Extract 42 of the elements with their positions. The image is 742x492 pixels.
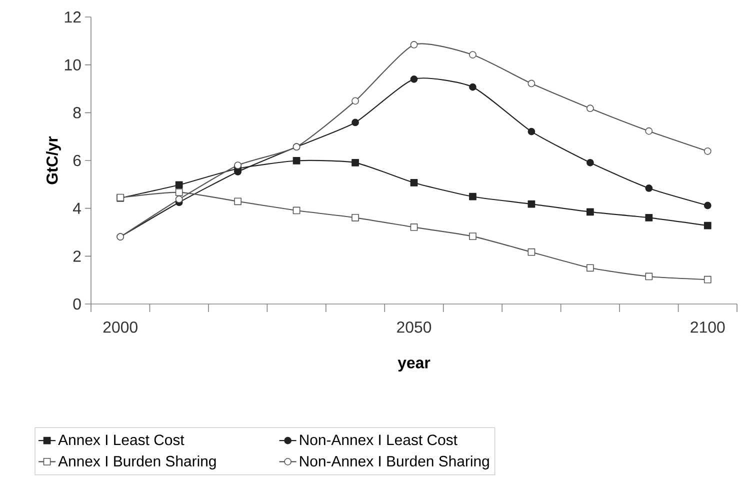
x-tick-label: 2000 xyxy=(103,322,138,333)
point xyxy=(469,192,476,200)
point xyxy=(175,181,183,189)
legend-label: Non-Annex I Burden Sharing xyxy=(300,456,489,470)
point xyxy=(528,200,536,208)
y-tick-label: 6 xyxy=(73,154,81,166)
legend-label: Non-Annex I Least Cost xyxy=(300,434,458,446)
y-tick-label: 8 xyxy=(73,107,81,118)
point xyxy=(175,196,183,203)
point xyxy=(410,224,418,231)
y-tick-label: 2 xyxy=(73,250,81,262)
point xyxy=(645,184,653,192)
point xyxy=(410,179,418,186)
point xyxy=(352,158,359,166)
point xyxy=(645,214,653,222)
point xyxy=(704,222,712,230)
point xyxy=(292,157,300,164)
point xyxy=(469,83,476,91)
point xyxy=(704,202,712,210)
y-tick-label: 10 xyxy=(64,59,81,70)
point xyxy=(586,158,594,166)
legend-label: Annex I Burden Sharing xyxy=(58,456,216,470)
y-tick-label: 4 xyxy=(72,202,82,214)
point xyxy=(645,272,653,280)
point xyxy=(234,162,242,169)
y-tick-label: 0 xyxy=(73,298,81,310)
point xyxy=(704,276,712,284)
point xyxy=(528,128,536,136)
point xyxy=(586,264,594,272)
y-axis-title: GtC/yr xyxy=(46,136,61,184)
point xyxy=(528,248,536,256)
point xyxy=(410,75,418,83)
x-tick-label: 2050 xyxy=(397,322,432,333)
point xyxy=(292,206,300,214)
legend-label: Annex I Least Cost xyxy=(58,434,184,446)
point xyxy=(234,198,242,206)
point xyxy=(586,208,594,216)
y-tick-label: 12 xyxy=(64,11,81,23)
x-axis-title: year xyxy=(398,360,430,372)
x-tick-label: 2100 xyxy=(690,322,725,333)
point xyxy=(352,118,359,126)
point xyxy=(175,188,183,196)
